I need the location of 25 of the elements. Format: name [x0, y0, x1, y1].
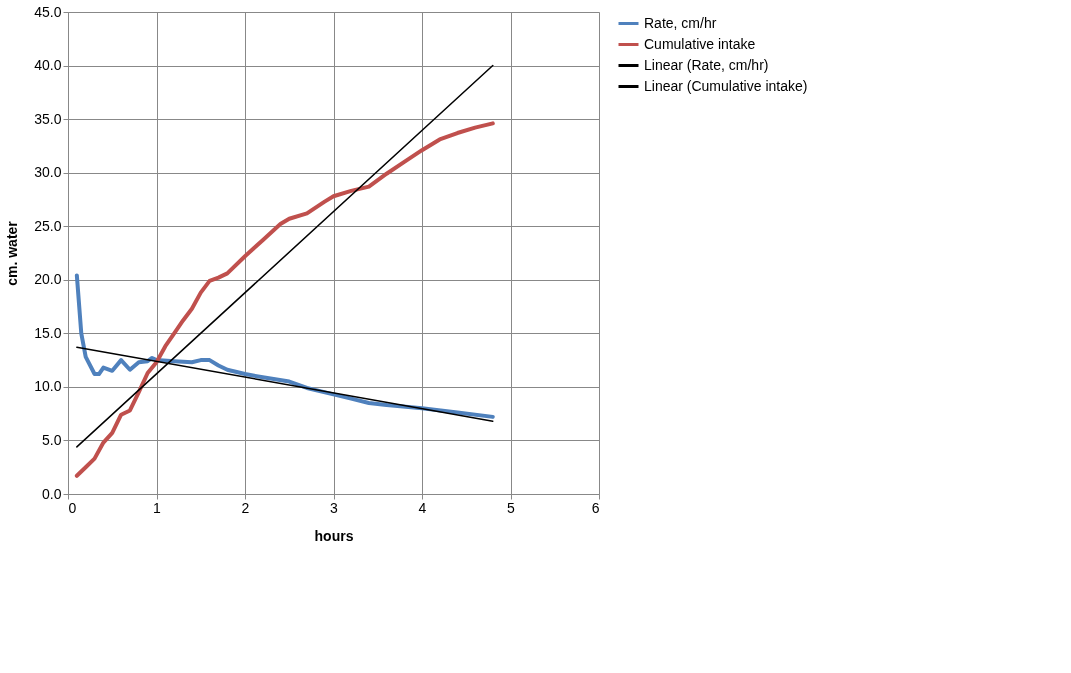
legend-label: Cumulative intake: [644, 35, 756, 52]
y-tick-label: 35.0: [34, 110, 62, 127]
y-tick-label: 25.0: [34, 217, 62, 234]
x-tick-label: 0: [68, 499, 77, 516]
legend-label: Linear (Rate, cm/hr): [644, 56, 769, 73]
y-tick-label: 15.0: [34, 324, 62, 341]
x-tick-label: 5: [507, 499, 516, 516]
legend-label: Linear (Cumulative intake): [644, 77, 808, 94]
y-tick-label: 20.0: [34, 271, 62, 288]
y-tick-label: 40.0: [34, 57, 62, 74]
y-tick-label: 5.0: [42, 431, 62, 448]
x-tick-label: 2: [241, 499, 250, 516]
x-tick-label: 3: [330, 499, 339, 516]
y-tick-label: 0.0: [42, 485, 62, 502]
y-tick-label: 30.0: [34, 164, 62, 181]
x-tick-label: 1: [153, 499, 162, 516]
x-tick-label: 6: [591, 499, 600, 516]
line-series: [74, 121, 495, 478]
line-series: [74, 273, 495, 419]
x-tick-label: 4: [418, 499, 427, 516]
legend-label: Rate, cm/hr: [644, 14, 717, 31]
y-tick-label: 10.0: [34, 378, 62, 395]
x-axis-title: hours: [314, 527, 354, 544]
y-tick-label: 45.0: [34, 3, 62, 20]
y-axis-title: cm. water: [4, 220, 21, 286]
